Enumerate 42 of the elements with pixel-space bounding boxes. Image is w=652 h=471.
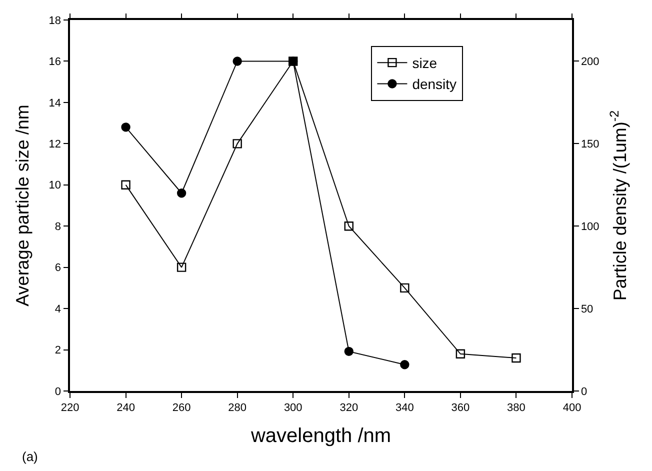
- x-tick-label: 320: [340, 402, 358, 414]
- text: (a): [22, 449, 38, 464]
- x-tick-label: 360: [451, 402, 470, 414]
- point: [121, 122, 130, 132]
- y2-tick-label: 200: [580, 56, 600, 68]
- point: [121, 180, 130, 190]
- y-tick-label: 12: [48, 138, 62, 151]
- y2-tick-label: 150: [580, 138, 600, 151]
- x-tick-label: 400: [562, 402, 582, 414]
- y-axis-title: Average particle size /nm: [12, 104, 32, 306]
- point: [176, 262, 186, 272]
- point: [232, 139, 242, 148]
- point: [344, 222, 354, 231]
- y-tick-label: 2: [54, 344, 62, 357]
- point: [344, 346, 354, 356]
- point: [400, 283, 410, 293]
- point: [176, 188, 186, 198]
- legend-label: density: [412, 76, 457, 92]
- y-tick-label: 0: [54, 386, 62, 398]
- y2-tick-label: 50: [580, 303, 594, 316]
- x-tick-label: 300: [284, 402, 302, 414]
- y-tick-label: 8: [54, 220, 62, 233]
- y-tick-label: 4: [54, 303, 62, 316]
- y-tick-label: 18: [48, 14, 62, 27]
- y-tick-label: 16: [48, 56, 62, 68]
- y-tick-label: 6: [54, 262, 62, 274]
- point: [232, 56, 242, 66]
- y-tick-label: 14: [48, 97, 62, 110]
- x-tick-label: 380: [507, 402, 526, 414]
- point: [512, 353, 521, 363]
- x-tick-label: 280: [228, 402, 247, 414]
- point: [400, 360, 410, 370]
- x-tick-label: 260: [172, 402, 191, 414]
- x-tick-label: 340: [395, 402, 414, 414]
- point: [456, 349, 466, 358]
- y2-tick-label: 0: [580, 386, 588, 398]
- x-tick-label: 240: [116, 402, 135, 414]
- y2-tick-label: 100: [580, 220, 600, 233]
- y-tick-label: 10: [48, 180, 62, 192]
- x-axis-title: wavelength /nm: [250, 424, 392, 447]
- legend-label: size: [412, 55, 438, 72]
- x-tick-label: 220: [60, 402, 80, 414]
